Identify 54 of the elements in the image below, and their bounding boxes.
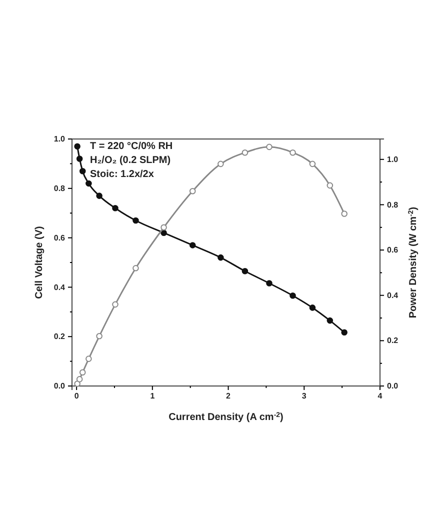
point bbox=[79, 369, 86, 376]
point bbox=[341, 329, 348, 336]
y-tick-label: 0.2 bbox=[54, 332, 66, 342]
point bbox=[96, 192, 102, 199]
point bbox=[290, 292, 296, 299]
point bbox=[160, 230, 167, 236]
y-tick-label: 0.0 bbox=[54, 382, 66, 391]
y-axis-title: Cell Voltage (V) bbox=[34, 226, 45, 299]
point bbox=[79, 168, 86, 174]
point bbox=[96, 333, 102, 340]
point bbox=[341, 210, 348, 217]
x-axis-title: Current Density (A cm$^{-2}$) bbox=[168, 412, 284, 423]
y2-tick-label: 0.0 bbox=[387, 382, 399, 391]
x-tick-label: 1 bbox=[150, 392, 156, 401]
annotation: H₂/O₂ (0.2 SLPM) bbox=[90, 155, 171, 166]
y2-tick-label: 0.4 bbox=[387, 290, 399, 300]
point bbox=[309, 304, 316, 311]
y-tick-label: 0.4 bbox=[54, 282, 66, 292]
annotation: Stoic: 1.2x/2x bbox=[90, 169, 154, 180]
point bbox=[189, 188, 196, 194]
point bbox=[112, 301, 118, 308]
point bbox=[76, 156, 83, 162]
y2-tick-label: 0.8 bbox=[387, 200, 399, 210]
point bbox=[326, 182, 334, 189]
point bbox=[326, 317, 334, 324]
point bbox=[76, 376, 83, 382]
point bbox=[74, 143, 80, 150]
point bbox=[160, 224, 167, 231]
point bbox=[290, 149, 296, 156]
y-tick-label: 0.6 bbox=[54, 233, 66, 242]
point bbox=[112, 205, 118, 212]
x-tick-label: 0 bbox=[74, 392, 80, 401]
y-tick-label: 0.8 bbox=[54, 184, 66, 193]
point bbox=[86, 356, 92, 362]
x-tick-label: 2 bbox=[226, 392, 232, 401]
y-tick-label: 1.0 bbox=[54, 134, 66, 144]
point bbox=[132, 217, 139, 224]
point bbox=[242, 268, 248, 274]
y2-tick-label: 1.0 bbox=[387, 154, 399, 164]
y2-tick-label: 0.6 bbox=[387, 246, 399, 255]
point bbox=[242, 149, 248, 156]
point bbox=[74, 380, 80, 387]
x-tick-label: 4 bbox=[378, 392, 383, 401]
annotation: T = 220 °C/0% RH bbox=[90, 141, 173, 152]
point bbox=[218, 160, 224, 168]
point bbox=[86, 180, 92, 187]
x-tick-label: 3 bbox=[302, 392, 307, 401]
point bbox=[266, 144, 272, 150]
point bbox=[266, 280, 272, 286]
point bbox=[132, 265, 139, 272]
point bbox=[309, 160, 316, 168]
y2-tick-label: 0.2 bbox=[387, 336, 399, 346]
point bbox=[189, 242, 196, 248]
point bbox=[218, 254, 224, 261]
